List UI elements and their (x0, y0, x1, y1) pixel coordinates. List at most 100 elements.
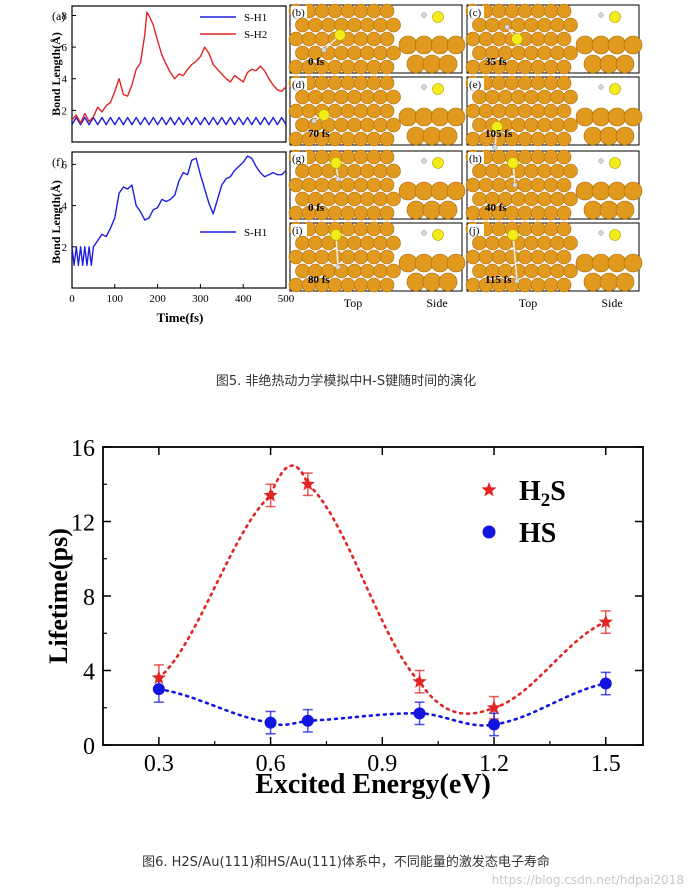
gold-atom-side (430, 253, 450, 273)
gold-atom (340, 249, 356, 265)
gold-atom (537, 191, 552, 207)
marker-hs (301, 714, 314, 727)
series-line-s-h2 (71, 11, 287, 124)
sulfur-atom (330, 157, 342, 169)
gold-atom (308, 89, 323, 105)
hydrogen-atom (321, 47, 327, 53)
gold-atom (353, 3, 369, 19)
gold-atom (327, 103, 343, 119)
snapshot-time: 70 fs (308, 128, 330, 140)
gold-atom (524, 45, 539, 61)
gold-atom-side (591, 253, 611, 273)
gold-atom (321, 17, 336, 33)
gold-atom (530, 75, 546, 91)
gold-atom-side (599, 126, 619, 146)
gold-atom (537, 117, 552, 133)
gold-atom (517, 103, 533, 119)
gold-atom-side (430, 107, 450, 127)
gold-atom (530, 177, 546, 193)
gold-atom-side (446, 107, 466, 127)
sulfur-atom-side (432, 11, 444, 23)
gold-atom (524, 117, 539, 133)
legend-marker (482, 525, 496, 539)
gold-atom (379, 149, 395, 165)
label-bg (291, 6, 307, 18)
gold-atom-side (623, 35, 643, 55)
gold-atom (543, 205, 559, 221)
snapshot-time: 80 fs (308, 274, 330, 286)
series-line-s-h1 (71, 155, 287, 266)
gold-atom-side (575, 107, 595, 127)
hydrogen-atom-side (598, 12, 604, 18)
gold-atom (537, 263, 552, 279)
y-tick-label: 4 (62, 201, 68, 213)
gold-atom (556, 59, 572, 75)
gold-atom (543, 75, 559, 91)
panel-letter: (b) (292, 7, 305, 19)
hydrogen-atom (492, 144, 498, 150)
x-tick-label: 100 (107, 293, 124, 305)
snapshot-time: 115 fs (485, 274, 512, 286)
gold-atom (478, 177, 494, 193)
gold-atom (511, 191, 526, 207)
gold-atom (550, 117, 565, 133)
gold-atom (353, 177, 369, 193)
sulfur-atom-side (609, 11, 621, 23)
watermark: https://blog.csdn.net/hdpai2018 (491, 873, 684, 887)
gold-atom (524, 235, 539, 251)
snapshot-panel: (e) 105 fs (465, 75, 643, 150)
gold-atom (366, 59, 382, 75)
view-label-top: Top (519, 296, 538, 310)
legend-label: S-H1 (244, 12, 267, 24)
gold-atom (353, 277, 369, 293)
gold-atom (465, 103, 481, 119)
gold-atom (327, 249, 343, 265)
gold-atom (373, 117, 388, 133)
gold-atom (366, 103, 382, 119)
gold-atom (334, 45, 349, 61)
gold-atom (524, 17, 539, 33)
panel-letter-f: (f) (52, 155, 64, 169)
gold-atom (353, 249, 369, 265)
gold-atom (530, 103, 546, 119)
gold-atom (379, 131, 395, 147)
gold-atom (491, 103, 507, 119)
gold-atom (340, 177, 356, 193)
gold-atom-side (607, 181, 627, 201)
gold-atom (472, 235, 487, 251)
sulfur-atom-side (609, 229, 621, 241)
gold-atom (301, 103, 317, 119)
gold-atom (491, 149, 507, 165)
gold-atom (301, 249, 317, 265)
gold-atom-side (623, 181, 643, 201)
gold-atom (386, 191, 401, 207)
gold-atom (334, 89, 349, 105)
gold-atom (379, 31, 395, 47)
gold-atom (563, 17, 578, 33)
gold-atom (465, 59, 481, 75)
gold-atom (498, 89, 513, 105)
snapshot-time: 35 fs (485, 56, 507, 68)
gold-atom (485, 17, 500, 33)
gold-atom (491, 75, 507, 91)
label-bg (291, 152, 307, 164)
gold-atom (491, 249, 507, 265)
gold-atom (327, 75, 343, 91)
gold-atom-side (583, 200, 603, 220)
gold-atom (550, 263, 565, 279)
gold-atom (517, 3, 533, 19)
gold-atom (373, 45, 388, 61)
gold-atom (379, 205, 395, 221)
view-labels: Top Side Top Side (344, 296, 623, 310)
gold-atom (347, 45, 362, 61)
gold-atom (347, 235, 362, 251)
x-tick-label: 300 (192, 293, 209, 305)
gold-atom (353, 221, 369, 237)
gold-atom-side (615, 126, 635, 146)
gold-atom (340, 221, 356, 237)
panel-letter: (g) (292, 153, 305, 165)
hydrogen-atom-side (598, 230, 604, 236)
marker-hs (599, 677, 612, 690)
gold-atom (360, 163, 375, 179)
gold-atom (563, 191, 578, 207)
